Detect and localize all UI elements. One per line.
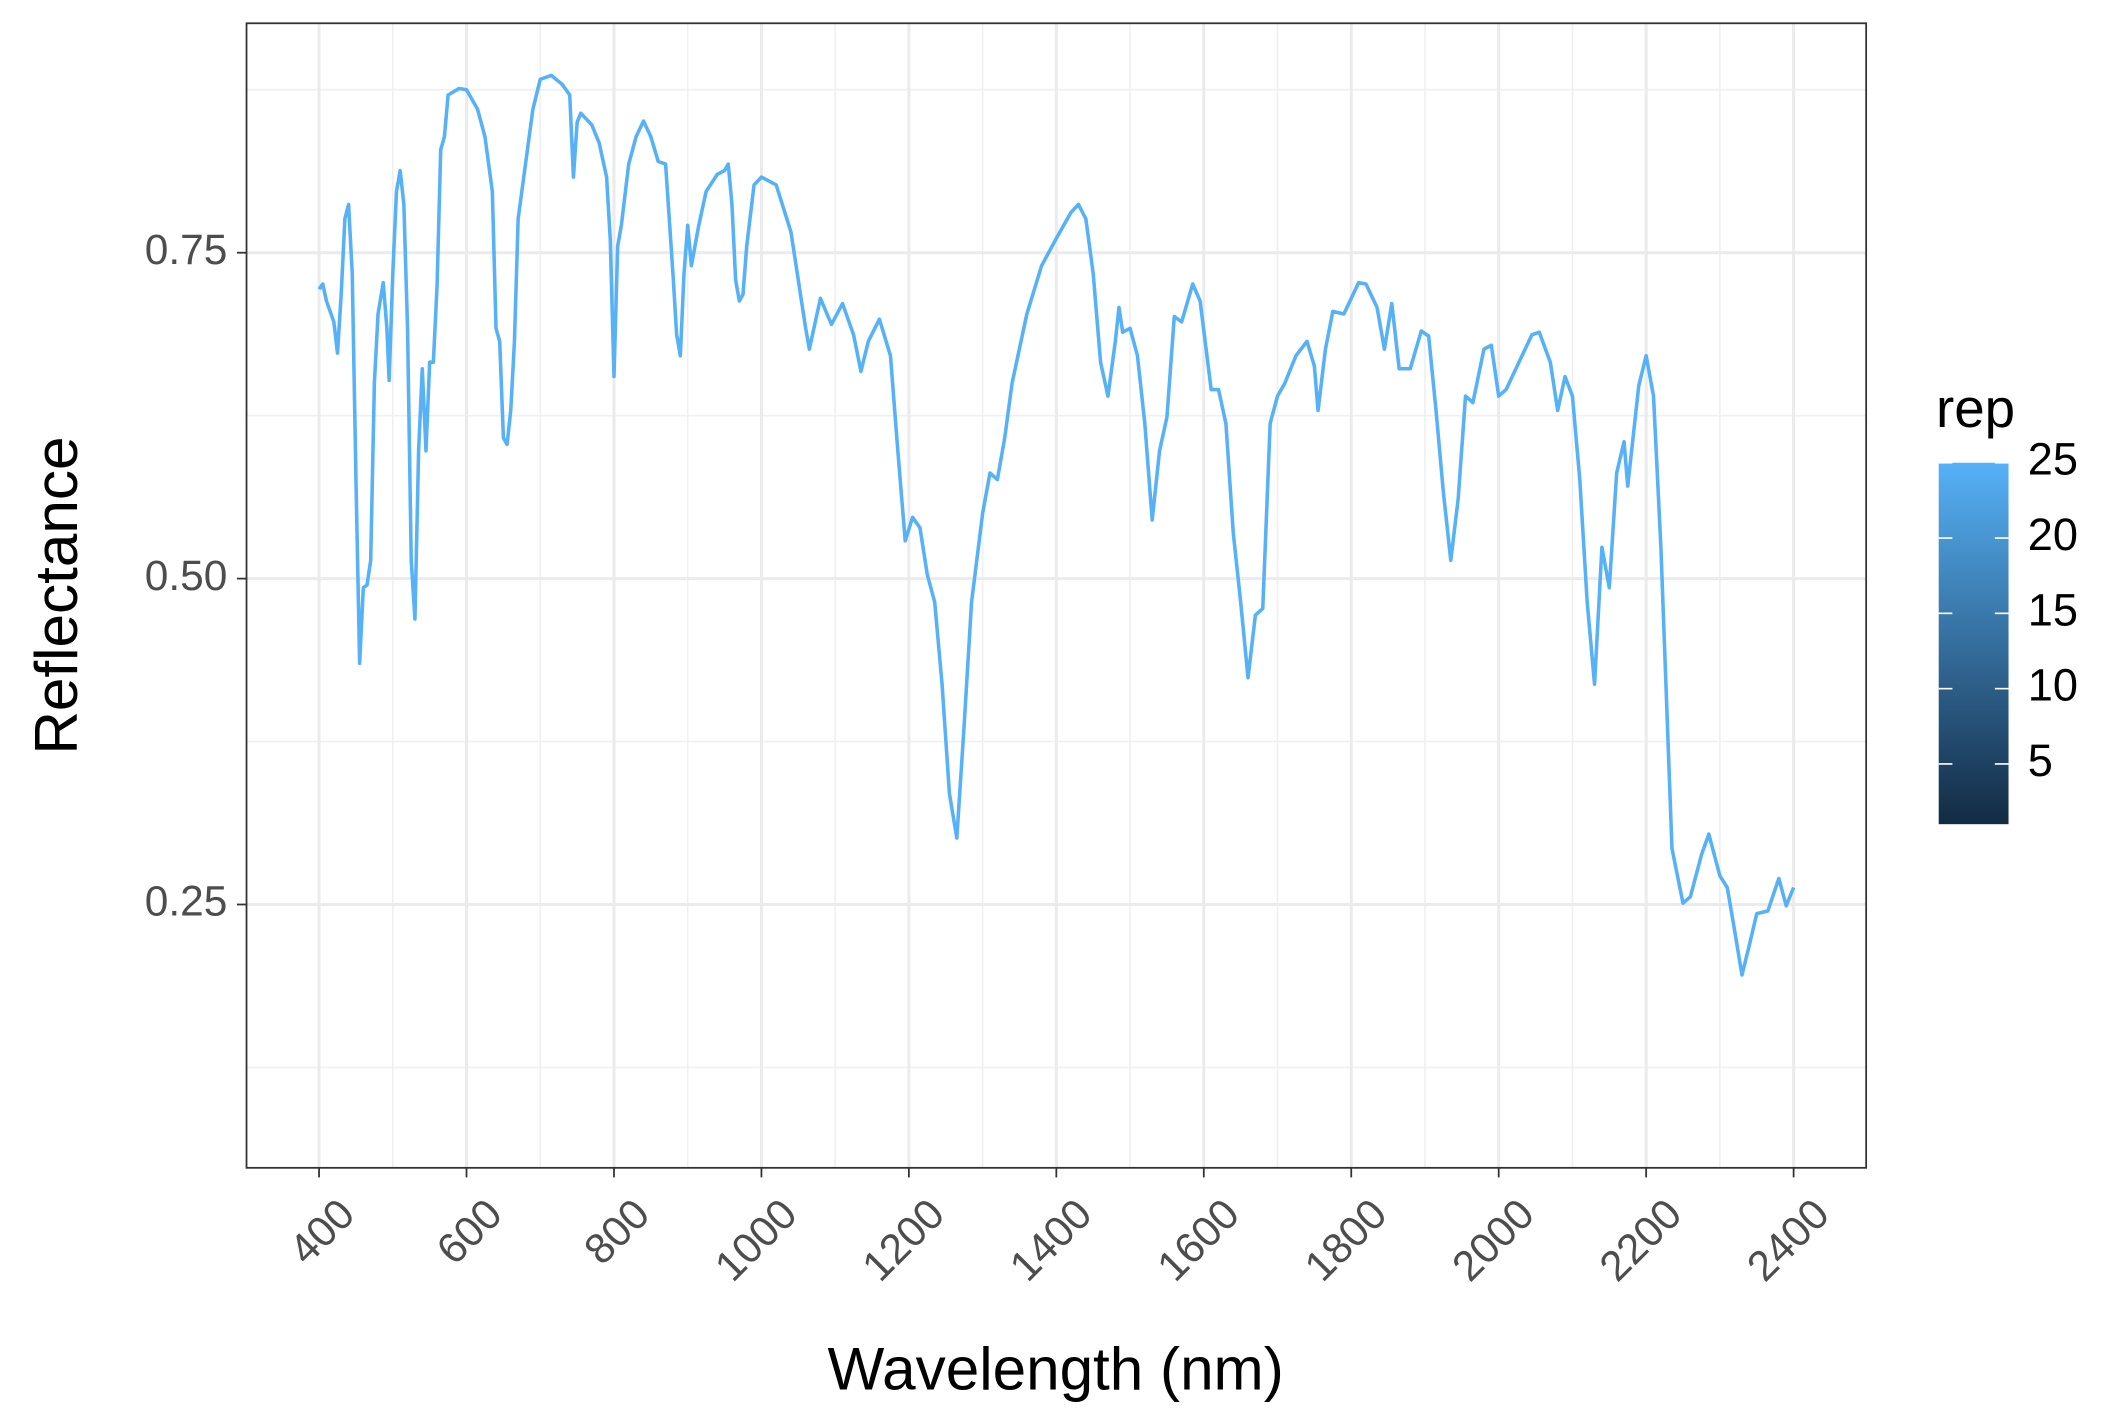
x-tick-label: 1200 — [853, 1190, 953, 1290]
x-tick-label: 2000 — [1443, 1190, 1543, 1290]
x-tick-label: 400 — [280, 1190, 363, 1273]
spectrum-line — [317, 73, 1796, 977]
x-tick-label: 2400 — [1738, 1190, 1838, 1290]
y-tick-label: 0.50 — [145, 552, 228, 599]
colorbar-label: 20 — [2028, 509, 2078, 560]
x-tick-label: 1400 — [1001, 1190, 1101, 1290]
x-axis-title: Wavelength (nm) — [828, 1335, 1284, 1403]
x-tick-label: 800 — [575, 1190, 658, 1273]
colorbar — [1938, 462, 2009, 825]
y-axis-title: Reflectance — [22, 437, 90, 755]
y-tick-label: 0.25 — [145, 878, 228, 925]
x-tick-label: 1800 — [1296, 1190, 1396, 1290]
plot-border — [245, 22, 1868, 1169]
colorbar-label: 10 — [2028, 660, 2078, 711]
legend-title: rep — [1936, 377, 2015, 439]
x-tick-label: 1600 — [1148, 1190, 1248, 1290]
y-tick-label: 0.75 — [145, 226, 228, 273]
x-tick-label: 1000 — [706, 1190, 806, 1290]
colorbar-label: 5 — [2028, 735, 2053, 786]
colorbar-label: 25 — [2028, 434, 2078, 485]
x-tick-label: 2200 — [1590, 1190, 1690, 1290]
colorbar-label: 15 — [2028, 584, 2078, 635]
x-tick-label: 600 — [428, 1190, 511, 1273]
